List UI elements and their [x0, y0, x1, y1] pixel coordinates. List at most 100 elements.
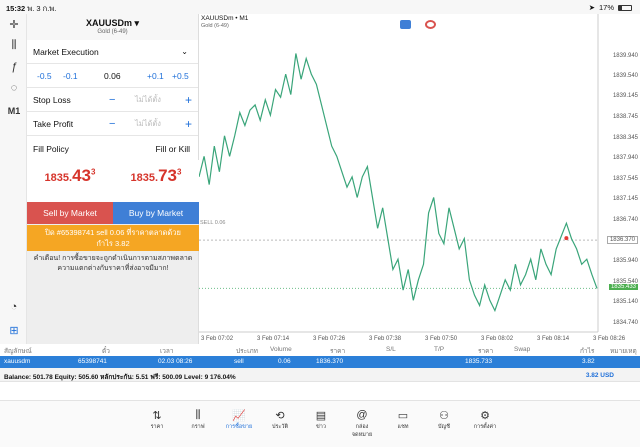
y-tick-label: 1838.745	[612, 114, 638, 121]
volume-input[interactable]: 0.06	[104, 71, 121, 81]
sell-position-label: SELL 0.06	[200, 220, 226, 226]
tab-trade[interactable]: 📈 การซื้อขาย	[224, 409, 254, 431]
price-chart[interactable]: XAUUSDm • M1 Gold (6-49) SELL 0.06 1839.…	[199, 14, 640, 344]
stop-loss-input[interactable]: ไม่ได้ตั้ง	[135, 95, 161, 104]
volume-plus-button[interactable]: +0.1	[147, 71, 164, 81]
symbol-description: Gold (6-49)	[97, 29, 128, 35]
stop-loss-plus-button[interactable]: +	[184, 93, 192, 107]
price-series-line	[199, 53, 598, 313]
column-header: Volume	[270, 346, 292, 353]
tab-chat[interactable]: ▭ แชท	[388, 409, 418, 431]
battery-percent: 17%	[598, 3, 614, 12]
x-tick-label: 3 Feb 07:50	[425, 336, 458, 342]
tab-news[interactable]: ▤ ข่าว	[306, 409, 336, 431]
y-tick-label: 1834.740	[612, 320, 638, 326]
cell-volume: 0.06	[278, 358, 291, 365]
y-tick-label: 1838.345	[612, 134, 638, 141]
column-header: T/P	[434, 346, 445, 353]
volume-minus-button[interactable]: -0.1	[63, 71, 78, 81]
chart-plot	[199, 14, 599, 333]
objects-icon[interactable]: ◌	[10, 82, 18, 94]
y-tick-label: 1837.940	[612, 155, 638, 162]
candlestick-icon[interactable]: ⫼	[11, 39, 17, 51]
one-click-icon[interactable]	[400, 20, 411, 29]
chart-title: XAUUSDm • M1	[201, 15, 249, 22]
cell-type: sell	[234, 358, 244, 365]
cell-time: 02.03 08:26	[158, 358, 193, 365]
crosshair-icon[interactable]: ✛	[9, 19, 19, 31]
buy-by-market-button[interactable]: Buy by Market	[113, 202, 199, 224]
take-profit-label: Take Profit	[33, 119, 74, 129]
stop-loss-minus-button[interactable]: −	[109, 94, 116, 106]
execution-warning: คำเตือน! การซื้อขายจะถูกดำเนินการตามสภาพ…	[33, 255, 193, 272]
account-icon: ⚇	[439, 410, 449, 422]
tab-label: บัญชี	[438, 424, 450, 430]
volume-plus-big-button[interactable]: +0.5	[172, 71, 189, 81]
status-bar: 15:32 พ. 3 ก.พ. ➤ 17%	[0, 0, 640, 14]
fill-policy-value: Fill or Kill	[155, 144, 190, 154]
indicator-icon[interactable]: ƒ	[10, 61, 18, 73]
y-tick-label: 1837.145	[612, 196, 638, 203]
sell-entry-marker	[564, 236, 569, 241]
tab-label: แชท	[397, 424, 409, 430]
column-header: S/L	[386, 346, 396, 353]
symbol-header[interactable]: XAUUSDm ▾ Gold (6-49)	[27, 14, 198, 40]
close-order-text: ปิด #65398741 sell 0.06 ที่ราคาตลาดด้วย	[45, 228, 181, 237]
y-tick-label: 1837.545	[612, 175, 638, 182]
price-display: 1835.433 1835.733	[27, 160, 199, 202]
tab-quotes[interactable]: ⇅ ราคา	[142, 409, 172, 431]
order-buttons: Sell by Market Buy by Market	[27, 202, 199, 224]
table-row[interactable]: xauusdm 65398741 02.03 08:26 sell 0.06 1…	[0, 356, 640, 368]
new-order-icon[interactable]: ⊞	[9, 325, 19, 337]
y-tick-label: 1839.940	[612, 52, 638, 59]
chevron-down-icon: ▾	[134, 18, 140, 28]
cell-current-price: 1835.733	[465, 358, 493, 365]
column-header: ประเภท	[236, 348, 258, 355]
status-date: พ. 3 ก.พ.	[27, 4, 57, 13]
chart-mode-icons	[400, 20, 436, 29]
tab-history[interactable]: ⟲ ประวัติ	[265, 409, 295, 431]
total-profit: 3.82 USD	[585, 372, 614, 379]
execution-select[interactable]: Market Execution ⌄	[27, 40, 198, 64]
y-tick-label: 1836.370	[606, 236, 638, 245]
fill-policy-row[interactable]: Fill Policy Fill or Kill	[27, 136, 198, 162]
take-profit-input[interactable]: ไม่ได้ตั้ง	[135, 119, 161, 128]
tab-label: ประวัติ	[271, 424, 289, 430]
close-order-button[interactable]: ปิด #65398741 sell 0.06 ที่ราคาตลาดด้วย …	[27, 225, 199, 251]
tab-label: กล่องจดหมาย	[351, 424, 373, 438]
tab-account[interactable]: ⚇ บัญชี	[429, 409, 459, 431]
tab-settings[interactable]: ⚙ การตั้งค่า	[470, 409, 500, 431]
table-header: สัญลักษณ์ ตั๋ว เวลา ประเภท Volume ราคา S/L T/P ร…	[0, 344, 640, 356]
speedometer-icon[interactable]: ◔	[10, 301, 18, 313]
column-header: หมายเหตุ	[610, 348, 637, 355]
y-tick-label: 1839.145	[612, 93, 638, 100]
chart-subtitle: Gold (6-49)	[201, 23, 229, 29]
settings-icon: ⚙	[480, 410, 490, 422]
y-tick-label: 1835.433	[608, 284, 638, 291]
chart-icon: ⫼	[195, 409, 201, 421]
column-header: ตั๋ว	[102, 348, 110, 355]
tab-mailbox[interactable]: @ กล่องจดหมาย	[347, 409, 377, 439]
x-tick-label: 3 Feb 07:14	[257, 336, 290, 342]
column-header: Swap	[514, 346, 531, 353]
tab-label: ข่าว	[316, 424, 326, 430]
volume-minus-big-button[interactable]: -0.5	[37, 71, 52, 81]
timeframe-button[interactable]: M1	[7, 106, 21, 116]
left-toolbar: ✛ ⫼ ƒ ◌ M1 ◔ ⊞	[0, 14, 27, 344]
x-tick-label: 3 Feb 07:26	[313, 336, 346, 342]
trade-levels-icon[interactable]	[425, 20, 436, 29]
tab-label: การซื้อขาย	[225, 424, 253, 430]
x-tick-label: 3 Feb 08:26	[593, 336, 626, 342]
take-profit-minus-button[interactable]: −	[109, 118, 116, 130]
column-header: ราคา	[330, 348, 346, 355]
location-icon: ➤	[588, 3, 595, 12]
y-tick-label: 1835.140	[612, 299, 638, 306]
tab-chart[interactable]: ⫼ กราฟ	[183, 409, 213, 431]
mailbox-icon: @	[356, 409, 368, 421]
quotes-icon: ⇅	[152, 410, 162, 422]
take-profit-plus-button[interactable]: +	[184, 117, 192, 131]
sell-by-market-button[interactable]: Sell by Market	[27, 202, 113, 224]
x-tick-label: 3 Feb 07:02	[201, 336, 234, 342]
tab-label: ราคา	[150, 424, 164, 430]
y-tick-label: 1839.540	[612, 73, 638, 80]
